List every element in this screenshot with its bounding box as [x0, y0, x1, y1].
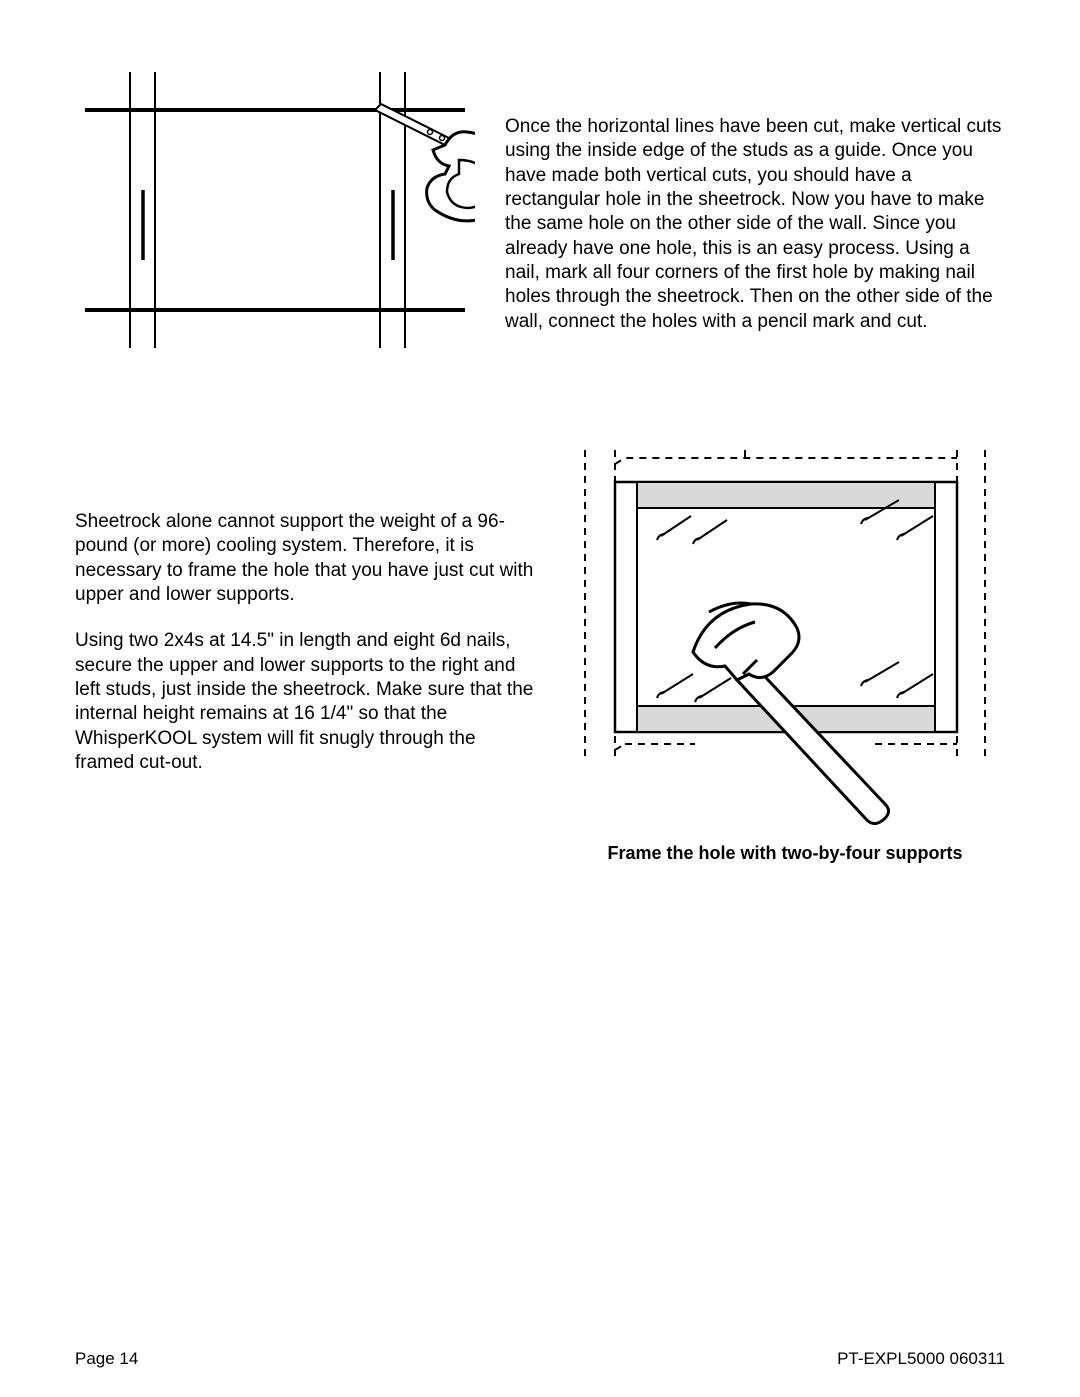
figure-2-wrap: Frame the hole with two-by-four supports: [565, 450, 1005, 864]
section-2-para-2: Using two 2x4s at 14.5" in length and ei…: [75, 629, 535, 775]
page-content: Once the horizontal lines have been cut,…: [75, 60, 1005, 1330]
figure-framing: [565, 450, 1005, 830]
section-2-para-1: Sheetrock alone cannot support the weigh…: [75, 510, 535, 607]
section-1-text: Once the horizontal lines have been cut,…: [505, 60, 1005, 360]
footer-page-number: Page 14: [75, 1349, 138, 1369]
page-footer: Page 14 PT-EXPL5000 060311: [75, 1349, 1005, 1369]
section-2: Sheetrock alone cannot support the weigh…: [75, 450, 1005, 864]
footer-doc-id: PT-EXPL5000 060311: [837, 1349, 1005, 1369]
section-2-text: Sheetrock alone cannot support the weigh…: [75, 450, 535, 775]
figure-saw-cut: [75, 60, 475, 360]
section-1: Once the horizontal lines have been cut,…: [75, 60, 1005, 360]
figure-2-caption: Frame the hole with two-by-four supports: [565, 843, 1005, 864]
